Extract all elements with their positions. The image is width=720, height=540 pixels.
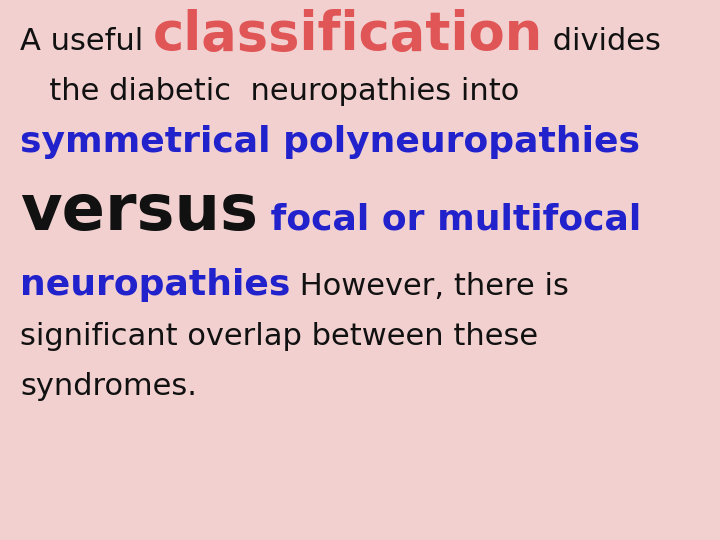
Text: the diabetic  neuropathies into: the diabetic neuropathies into — [20, 77, 519, 106]
Text: versus: versus — [20, 181, 258, 243]
Text: symmetrical polyneuropathies: symmetrical polyneuropathies — [20, 125, 640, 159]
Text: significant overlap between these: significant overlap between these — [20, 322, 538, 351]
Text: focal or multifocal: focal or multifocal — [258, 203, 642, 237]
Text: syndromes.: syndromes. — [20, 372, 197, 401]
Text: A useful: A useful — [20, 27, 153, 56]
Text: divides: divides — [544, 27, 661, 56]
Text: neuropathies: neuropathies — [20, 268, 290, 302]
Text: classification: classification — [153, 9, 544, 61]
Text: However, there is: However, there is — [290, 272, 570, 301]
